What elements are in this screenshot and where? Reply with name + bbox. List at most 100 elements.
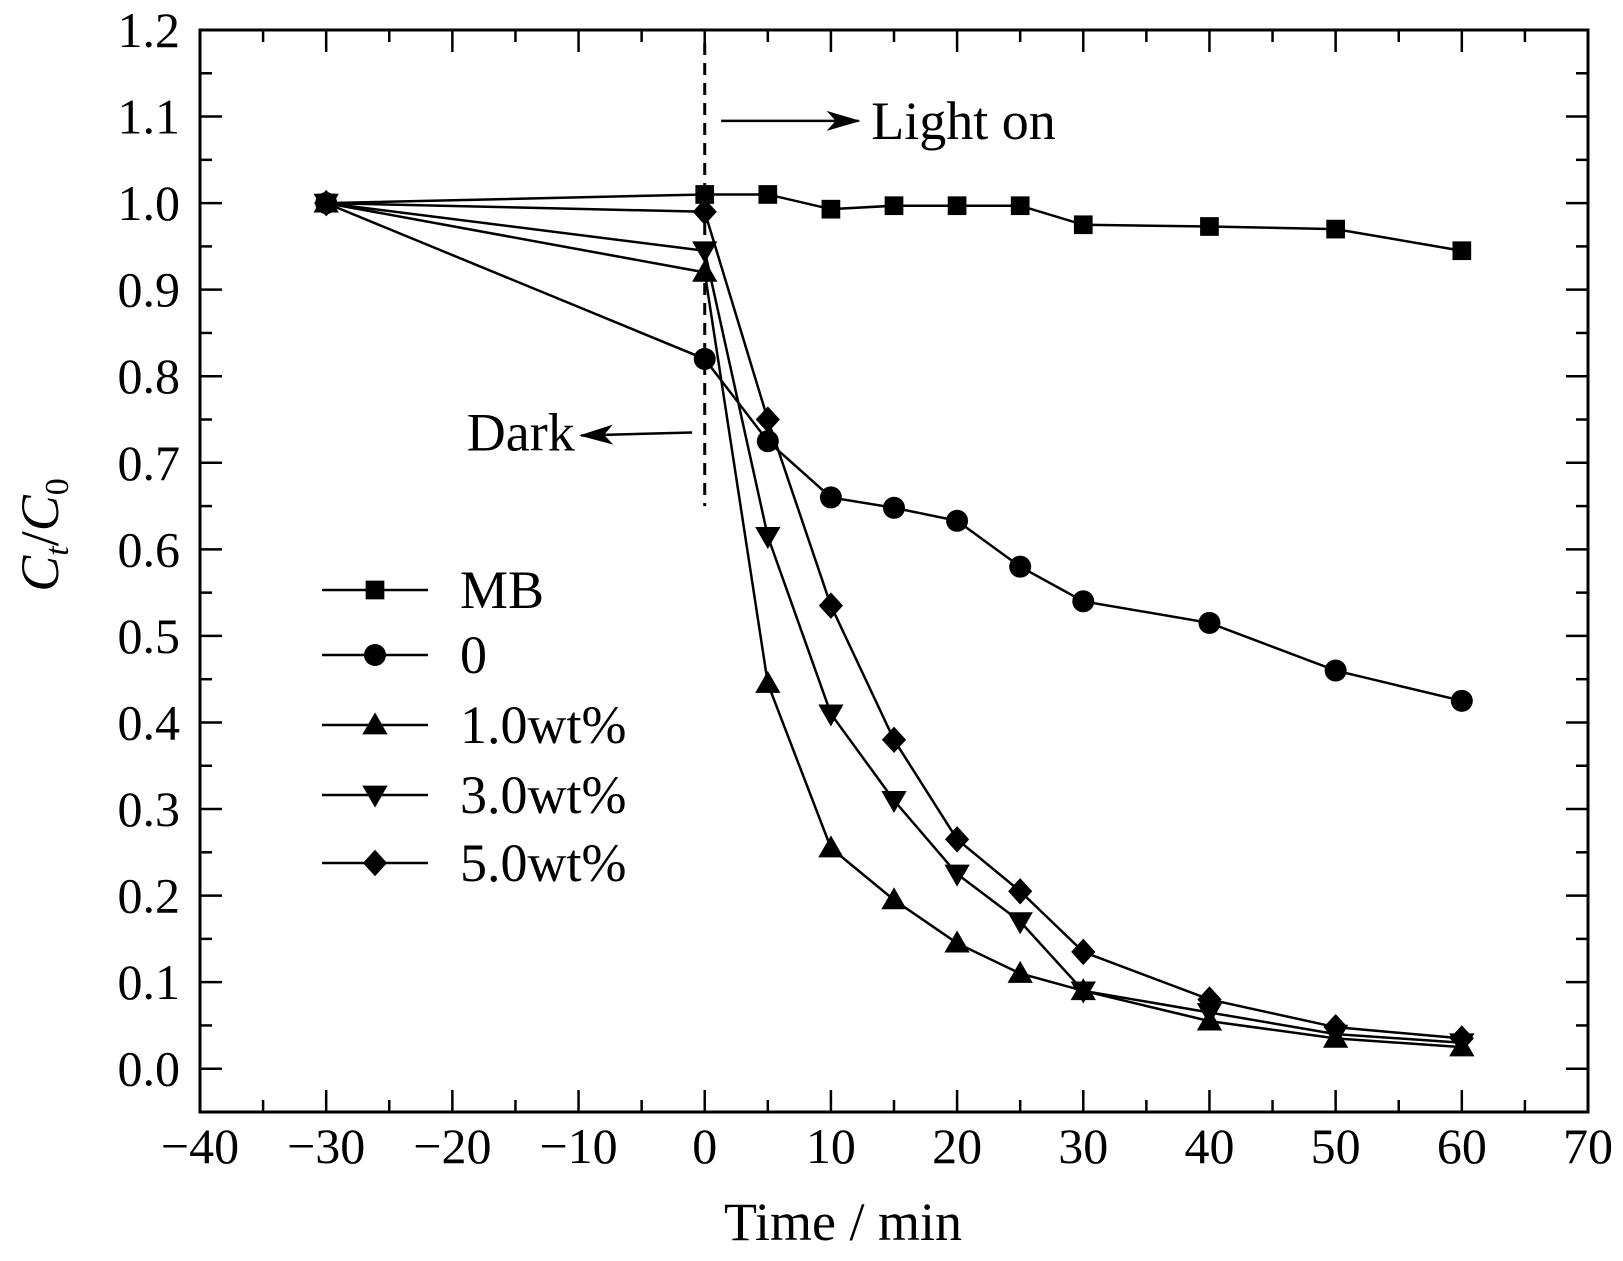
dark-arrow [579,424,693,445]
svg-text:Ct/C0: Ct/C0 [10,478,76,592]
x-tick-label: 30 [1058,1118,1108,1174]
y-tick-label: 0.6 [118,521,181,577]
legend-label: 1.0wt% [460,695,626,755]
data-point [693,347,716,370]
legend-marker [362,712,388,735]
y-tick-label: 0.7 [118,435,181,491]
data-point [818,835,844,858]
data-point [819,486,842,509]
x-tick-label: −30 [287,1118,365,1174]
data-point [881,791,907,814]
data-point [1007,912,1033,935]
x-tick-label: 40 [1184,1118,1234,1174]
y-axis-title-sub-t: t [39,545,76,556]
dark-label: Dark [467,403,575,463]
data-point [1323,1013,1348,1041]
legend-marker [364,644,386,666]
data-point [946,509,969,532]
data-point [818,592,844,619]
legend-entry: 3.0wt% [322,765,626,825]
x-axis-title: Time / min [724,1192,962,1252]
data-point [692,241,718,264]
series-triangle-down [313,193,1475,1056]
x-tick-label: −40 [161,1118,239,1174]
legend-entry: 5.0wt% [322,833,626,893]
data-point [1450,689,1473,712]
x-tick-label: 20 [932,1118,982,1174]
data-point [1007,960,1033,983]
legend: MB0 1.0wt% 3.0wt% 5.0wt% [322,560,626,893]
y-tick-label: 1.2 [118,2,181,58]
annotations: Light on Dark [467,91,1056,463]
x-tick-label: −10 [539,1118,617,1174]
x-tick-labels: −40 −30 −20 −10 0 10 20 30 40 50 60 70 [161,1118,1613,1174]
legend-label: 5.0wt% [460,833,626,893]
data-point [1324,659,1347,682]
plot-frame [198,28,1590,1114]
data-point [1073,215,1093,235]
series-diamond [314,189,1474,1052]
data-point [884,196,904,216]
data-point [692,198,717,225]
x-tick-label: 70 [1563,1118,1613,1174]
data-point [947,196,967,216]
series-triangle-up [313,190,1475,1057]
y-axis-title-slash: / [10,531,70,546]
x-tick-label: 0 [692,1118,717,1174]
data-point [1008,878,1033,905]
y-axis-title: Ct/C0 [10,478,76,592]
data-point [314,189,339,217]
data-point [1200,217,1219,236]
legend-label: MB [460,560,544,620]
data-point [944,864,970,887]
series-line [326,201,1462,1040]
series [313,185,1475,1057]
y-tick-label: 1.1 [118,89,181,145]
data-point [1197,986,1222,1013]
y-tick-label: 0.8 [118,348,181,404]
x-tick-label: −20 [413,1118,491,1174]
y-tick-label: 0.9 [118,262,181,318]
y-tick-label: 0.3 [118,781,181,837]
legend-entry: 1.0wt% [322,695,626,755]
legend-label: 3.0wt% [460,765,626,825]
legend-entry: 0 [322,625,487,685]
data-point [1196,1003,1223,1026]
series-line [325,201,1462,1049]
x-tick-label: 50 [1311,1118,1361,1174]
data-point [1072,590,1095,613]
series-line [326,201,1462,1044]
data-point [1452,241,1472,261]
ticks [198,28,1590,1112]
data-point [881,726,907,753]
y-tick-label: 0.1 [118,954,181,1010]
series-circle [315,192,1473,712]
data-point [883,496,905,519]
data-point [1010,196,1030,216]
y-axis-title-c2: C [10,494,70,531]
data-point [818,704,844,727]
data-point [944,930,970,953]
x-tick-label: 60 [1437,1118,1487,1174]
data-point [758,185,778,204]
x-tick-label: 10 [806,1118,856,1174]
y-tick-label: 0.5 [118,608,181,664]
data-point [695,185,715,204]
data-point [755,670,781,693]
y-tick-labels: 0.0 0.1 0.2 0.3 0.4 0.5 0.6 0.7 0.8 0.9 1.0 1.1 1.2 [118,2,181,1097]
data-point [1449,1025,1474,1052]
y-axis-title-sub-0: 0 [39,478,76,495]
data-point [1326,219,1345,239]
data-point [1071,938,1096,966]
data-point [1009,555,1032,578]
data-point [1198,611,1221,634]
legend-entry: MB [322,560,544,620]
y-tick-label: 0.2 [118,868,181,924]
y-tick-label: 0.0 [118,1041,181,1097]
y-tick-label: 0.4 [118,694,181,750]
legend-label: 0 [460,625,487,685]
legend-marker [365,580,385,600]
light-on-label: Light on [871,91,1056,151]
legend-marker [362,849,388,877]
